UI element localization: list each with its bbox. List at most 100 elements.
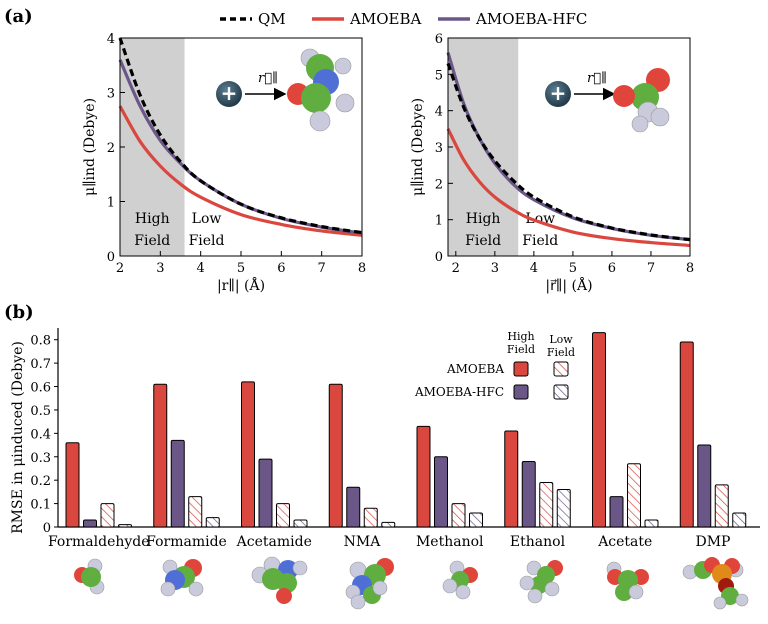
- y-tick-label: 0.8: [30, 334, 51, 349]
- y-tick-label: 2: [435, 177, 443, 192]
- y-tick-label: 0.6: [30, 381, 51, 396]
- x-tick-label: 8: [686, 261, 694, 276]
- y-tick-label: 0.4: [30, 427, 51, 442]
- y-axis-label: RMSE in μinduced (Debye): [10, 341, 26, 534]
- svg-text:+: +: [550, 81, 567, 105]
- bar-hfc-high: [83, 519, 97, 528]
- vector-label: r⃗∥: [258, 71, 278, 86]
- category-label: Acetate: [597, 534, 652, 550]
- legend-panel-b: High Field Low Field AMOEBA AMOEBA-HFC: [414, 330, 575, 400]
- bar-amoeba-low: [451, 503, 466, 528]
- bar-amoeba-high: [328, 383, 343, 528]
- bar-hfc-low: [118, 524, 132, 528]
- y-tick-label: 0.3: [30, 451, 51, 466]
- bar-amoeba-low: [627, 463, 641, 528]
- bar-amoeba-low: [276, 503, 290, 528]
- y-tick-label: 5: [435, 68, 443, 83]
- category-label: Formaldehyde: [48, 534, 150, 550]
- y-tick-label: 0.7: [30, 357, 51, 372]
- bar-amoeba-high: [504, 430, 519, 528]
- region-label-high-field: Field: [465, 233, 501, 249]
- bar-hfc-high: [697, 444, 712, 528]
- bar-hfc-low: [293, 519, 308, 528]
- series-line-qm: [118, 37, 363, 235]
- bar-amoeba-low: [363, 507, 378, 528]
- bar-amoeba-high: [65, 442, 80, 528]
- bar-amoeba-low: [539, 482, 554, 528]
- legend-col-high-1: High: [507, 330, 534, 343]
- panel-b-chart: 0 0.1 0.2 0.3 0.4 0.5 0.6 0.7 0.8 RMSE in μinduce…: [10, 328, 760, 550]
- bar-hfc-high: [609, 496, 624, 528]
- bar-hfc-high: [521, 460, 536, 528]
- panel-a-right-inset: + r⃗∥: [545, 68, 670, 133]
- molecule-thumbnails: [74, 556, 749, 610]
- bar-amoeba-low: [100, 503, 115, 528]
- series-line-amoeba: [118, 105, 363, 237]
- legend-col-low-2: Field: [547, 346, 575, 359]
- legend-col-high-2: Field: [507, 343, 535, 356]
- formaldehyde-molecule-icon: [74, 558, 105, 595]
- y-tick-label: 1: [435, 214, 443, 229]
- region-label-low-field: Field: [189, 233, 225, 249]
- legend-row-hfc: AMOEBA-HFC: [414, 385, 504, 399]
- x-tick-label: 3: [491, 261, 499, 276]
- y-tick-label: 0: [107, 250, 115, 265]
- y-tick-label: 4: [107, 32, 115, 47]
- legend-hfc-low-swatch: [553, 384, 569, 400]
- ethanol-molecule-icon: [519, 560, 563, 604]
- y-tick-label: 0.2: [30, 474, 51, 489]
- y-tick-label: 1: [107, 196, 115, 211]
- acetamide-molecule-icon: [251, 556, 308, 604]
- acetate-molecule-icon: [613, 68, 670, 133]
- region-label-high: High: [466, 211, 501, 227]
- region-label-high-field: Field: [134, 233, 170, 249]
- legend-row-amoeba: AMOEBA: [446, 362, 504, 376]
- cation-plus-icon: [216, 81, 242, 107]
- x-tick-label: 6: [277, 261, 285, 276]
- bar-amoeba-high: [679, 341, 694, 528]
- x-tick-label: 8: [358, 261, 366, 276]
- region-label-low: Low: [192, 211, 222, 227]
- x-tick-label: 2: [452, 261, 460, 276]
- bar-hfc-low: [556, 489, 571, 528]
- bar-hfc-high: [346, 486, 361, 528]
- x-tick-label: 5: [569, 261, 577, 276]
- panel-label-a: (a): [4, 6, 33, 27]
- formamide-molecule-icon: [287, 48, 355, 132]
- y-tick-label: 0: [435, 250, 443, 265]
- category-label: Acetamide: [236, 534, 312, 550]
- x-axis-label: |r∥| (Å): [217, 276, 265, 294]
- bar-hfc-low: [469, 512, 483, 528]
- dmp-molecule-icon: [682, 557, 749, 610]
- region-label-high: High: [135, 211, 170, 227]
- formamide-molecule-icon: [160, 559, 204, 597]
- y-tick-label: 0: [43, 521, 51, 536]
- bar-hfc-low: [205, 517, 220, 528]
- cation-plus-icon: [545, 81, 571, 107]
- panel-a-left-chart: High Field Low Field 2 3 4 5 6 7 8 0 1 2 3 4 |r∥| (Å) μ∥i…: [82, 32, 366, 294]
- bar-hfc-low: [732, 512, 747, 528]
- methanol-molecule-icon: [442, 560, 478, 600]
- bar-amoeba-low: [188, 496, 203, 528]
- vector-label: r⃗∥: [587, 71, 607, 86]
- category-label: Methanol: [416, 534, 484, 550]
- bar-amoeba-high: [592, 332, 606, 528]
- acetate-molecule-icon: [606, 561, 649, 601]
- legend-amoeba-label: AMOEBA: [349, 10, 421, 28]
- x-tick-label: 5: [237, 261, 245, 276]
- y-tick-label: 0.1: [30, 498, 51, 513]
- nma-molecule-icon: [345, 558, 394, 610]
- bar-amoeba-high: [153, 383, 168, 528]
- x-tick-label: 6: [608, 261, 616, 276]
- y-axis-label: μ∥ind (Debye): [410, 98, 426, 196]
- legend-hfc-label: AMOEBA-HFC: [475, 10, 587, 28]
- x-tick-label: 7: [647, 261, 655, 276]
- bar-hfc-low: [644, 519, 659, 528]
- category-label: DMP: [696, 534, 731, 550]
- panel-a-left-inset: + r⃗∥: [216, 48, 355, 132]
- y-axis-label: μ∥ind (Debye): [82, 98, 98, 196]
- legend-top: QM AMOEBA AMOEBA-HFC: [220, 10, 587, 28]
- legend-qm-label: QM: [258, 10, 286, 28]
- category-label: Formamide: [146, 534, 227, 550]
